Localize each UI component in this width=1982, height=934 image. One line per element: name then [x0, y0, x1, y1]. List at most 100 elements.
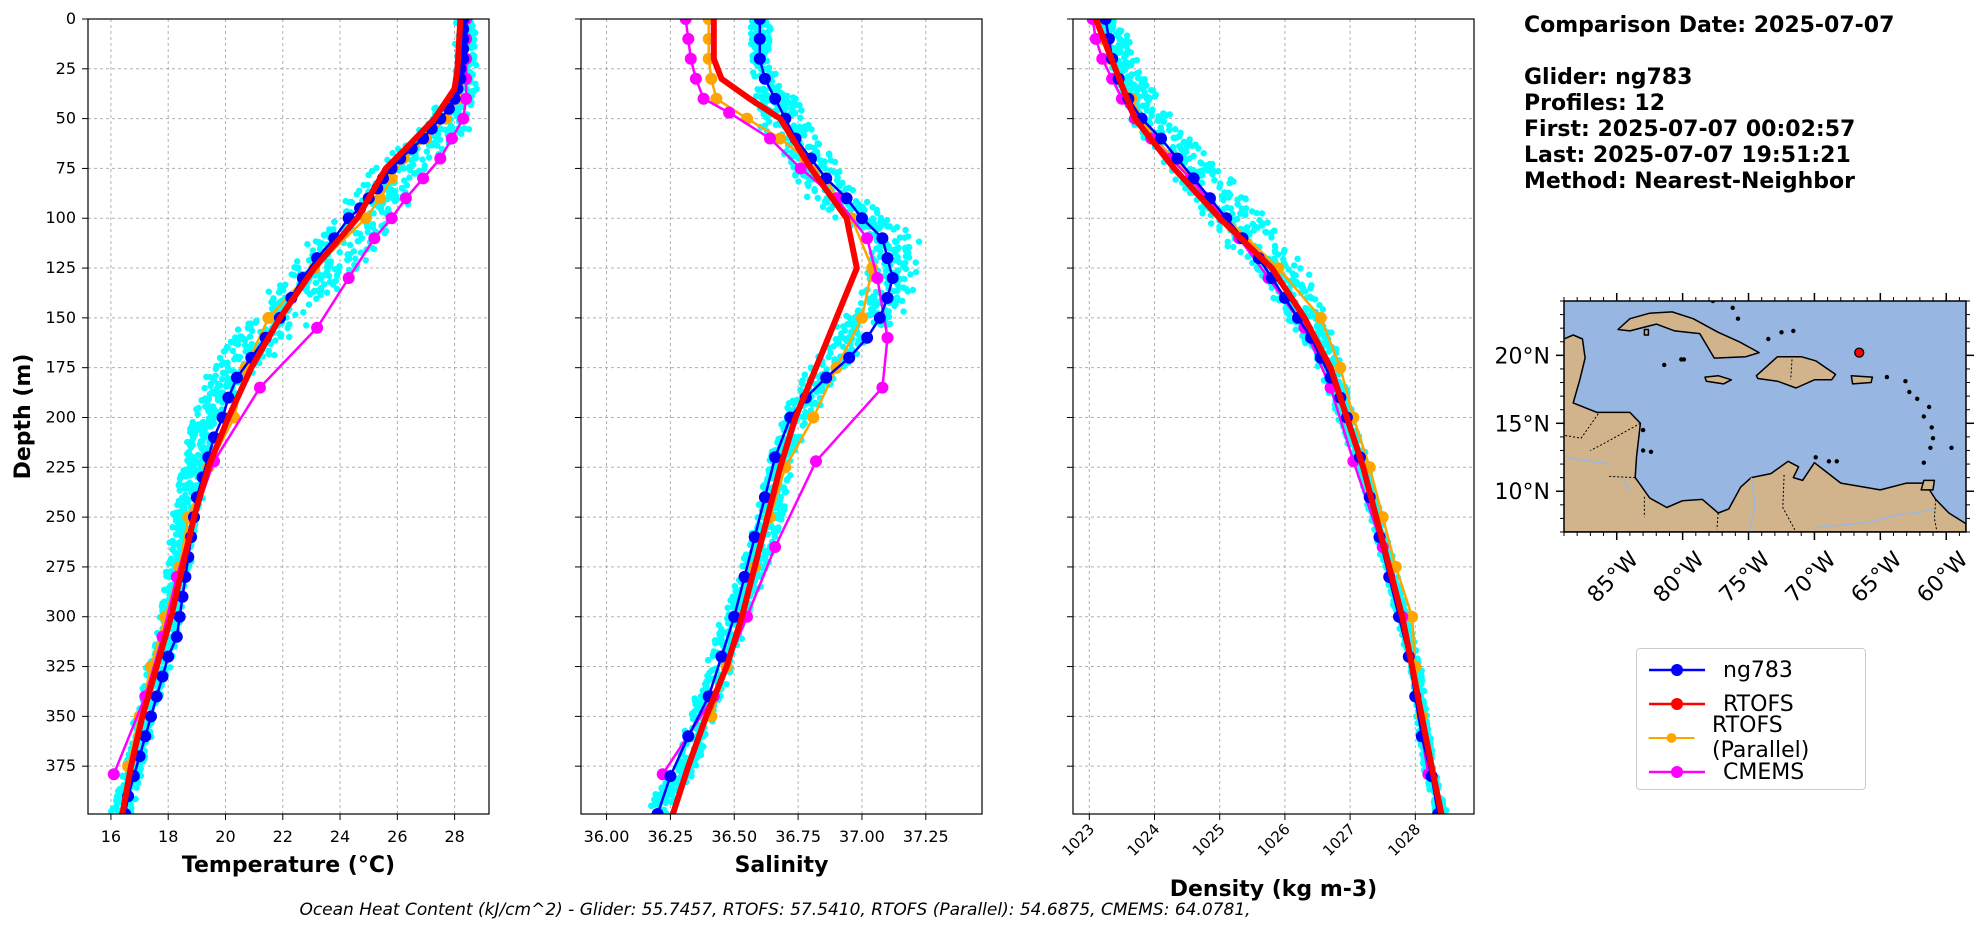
glider-scatter-point: [669, 780, 676, 787]
interpolation-method: Method: Nearest-Neighbor: [1524, 169, 1855, 194]
land-puerto-rico: [1850, 374, 1874, 385]
glider-scatter-point: [1319, 306, 1327, 313]
glider-scatter-point: [658, 785, 665, 792]
data-point-rtofs-parallel: [385, 172, 398, 185]
glider-scatter-point: [385, 205, 392, 213]
glider-scatter-point: [180, 467, 187, 474]
legend-item-cmems: CMEMS: [1647, 755, 1855, 789]
glider-scatter-point: [732, 593, 739, 600]
data-point-cmems: [682, 32, 695, 45]
glider-scatter-point: [1155, 117, 1162, 125]
glider-scatter-point: [175, 520, 182, 527]
borders: [1564, 359, 1938, 532]
glider-scatter-point: [1179, 146, 1186, 154]
island-marker: [1779, 330, 1784, 335]
river-line: [1622, 477, 1631, 492]
glider-scatter-point: [702, 684, 710, 691]
glider-scatter-point: [201, 384, 208, 392]
island-marker: [1766, 336, 1771, 342]
island-marker: [1921, 414, 1927, 419]
glider-scatter-point: [702, 730, 709, 738]
glider-scatter-point: [342, 197, 349, 205]
glider-scatter-point: [782, 488, 790, 495]
glider-scatter-point: [327, 258, 334, 265]
data-point-cmems: [876, 381, 889, 394]
glider-scatter-point: [282, 281, 289, 288]
glider-scatter-point: [210, 390, 218, 397]
glider-scatter-point: [1149, 87, 1157, 94]
data-point-cmems: [417, 172, 430, 185]
glider-scatter-point: [882, 267, 890, 274]
data-point-cmems: [881, 331, 894, 344]
island-marker: [1921, 460, 1927, 465]
glider-scatter-point: [790, 400, 798, 408]
glider-scatter-point: [268, 299, 275, 306]
glider-scatter-point: [188, 438, 195, 445]
data-point-ng783: [222, 391, 235, 404]
glider-scatter-point: [777, 494, 784, 501]
y-axis-label: Depth (m): [11, 354, 36, 480]
glider-scatter-point: [184, 457, 191, 464]
glider-scatter-point: [163, 572, 170, 580]
glider-scatter-point: [891, 238, 899, 245]
border-line: [1790, 359, 1793, 380]
glider-scatter-point: [1291, 262, 1298, 269]
glider-scatter-point: [286, 333, 293, 341]
glider-scatter-point: [414, 169, 421, 176]
glider-scatter-point: [873, 206, 880, 213]
glider-scatter-point: [313, 295, 320, 302]
glider-scatter-point: [166, 539, 173, 546]
glider-scatter-point: [838, 330, 845, 337]
glider-scatter-point: [884, 223, 891, 230]
glider-scatter-point: [1249, 220, 1257, 228]
glider-scatter-point: [907, 271, 914, 278]
glider-scatter-point: [218, 361, 226, 368]
glider-scatter-point: [1312, 296, 1319, 303]
legend-label: RTOFS (Parallel): [1712, 713, 1810, 763]
data-point-cmems: [689, 72, 702, 85]
glider-scatter-point: [795, 178, 802, 185]
y-tick-label: 150: [45, 308, 76, 327]
glider-scatter-point: [814, 194, 821, 202]
grid: [1073, 18, 1474, 814]
glider-scatter-point: [1198, 179, 1206, 186]
glider-scatter-point: [305, 257, 313, 264]
data-point-rtofs-parallel: [1406, 610, 1419, 623]
legend-swatch-ng783: [1649, 664, 1705, 676]
data-point-rtofs-parallel: [1334, 361, 1347, 374]
glider-scatter-point: [166, 584, 173, 591]
glider-scatter-point: [845, 184, 853, 192]
data-point-ng783: [769, 92, 782, 105]
glider-scatter-point: [304, 288, 311, 295]
glider-scatter-point: [813, 148, 821, 156]
legend-label: CMEMS: [1723, 759, 1805, 785]
glider-scatter-point: [1280, 255, 1287, 263]
data-point-ng783: [1171, 152, 1184, 165]
island-marker: [1813, 455, 1818, 460]
glider-scatter-point: [1124, 47, 1132, 54]
axes-frame: [580, 18, 983, 815]
glider-scatter-point: [885, 313, 893, 321]
y-tick-label: 100: [45, 208, 76, 227]
map-frame: [1563, 300, 1967, 533]
data-point-ng783: [162, 650, 175, 663]
data-point-cmems: [457, 112, 470, 125]
x-axis-label: Temperature (°C): [182, 853, 395, 878]
glider-scatter-point: [731, 583, 739, 590]
data-point-cmems: [445, 132, 458, 145]
x-tick-label: 37.00: [839, 827, 885, 846]
x-tick-label: 20: [215, 827, 235, 846]
glider-scatter-point: [447, 122, 455, 129]
glider-scatter-point: [410, 155, 417, 162]
glider-scatter-point: [336, 249, 343, 256]
first-profile-time: First: 2025-07-07 00:02:57: [1524, 117, 1856, 142]
glider-scatter-point: [819, 203, 827, 210]
glider-scatter-point: [688, 772, 695, 780]
glider-scatter-point: [1180, 139, 1187, 147]
glider-scatter-point: [423, 148, 431, 155]
glider-scatter-point: [1285, 266, 1292, 273]
glider-scatter-point: [832, 214, 839, 221]
x-tick-label: 37.25: [903, 827, 949, 846]
axes-frame: [1072, 18, 1475, 815]
glider-scatter-point: [312, 279, 320, 287]
